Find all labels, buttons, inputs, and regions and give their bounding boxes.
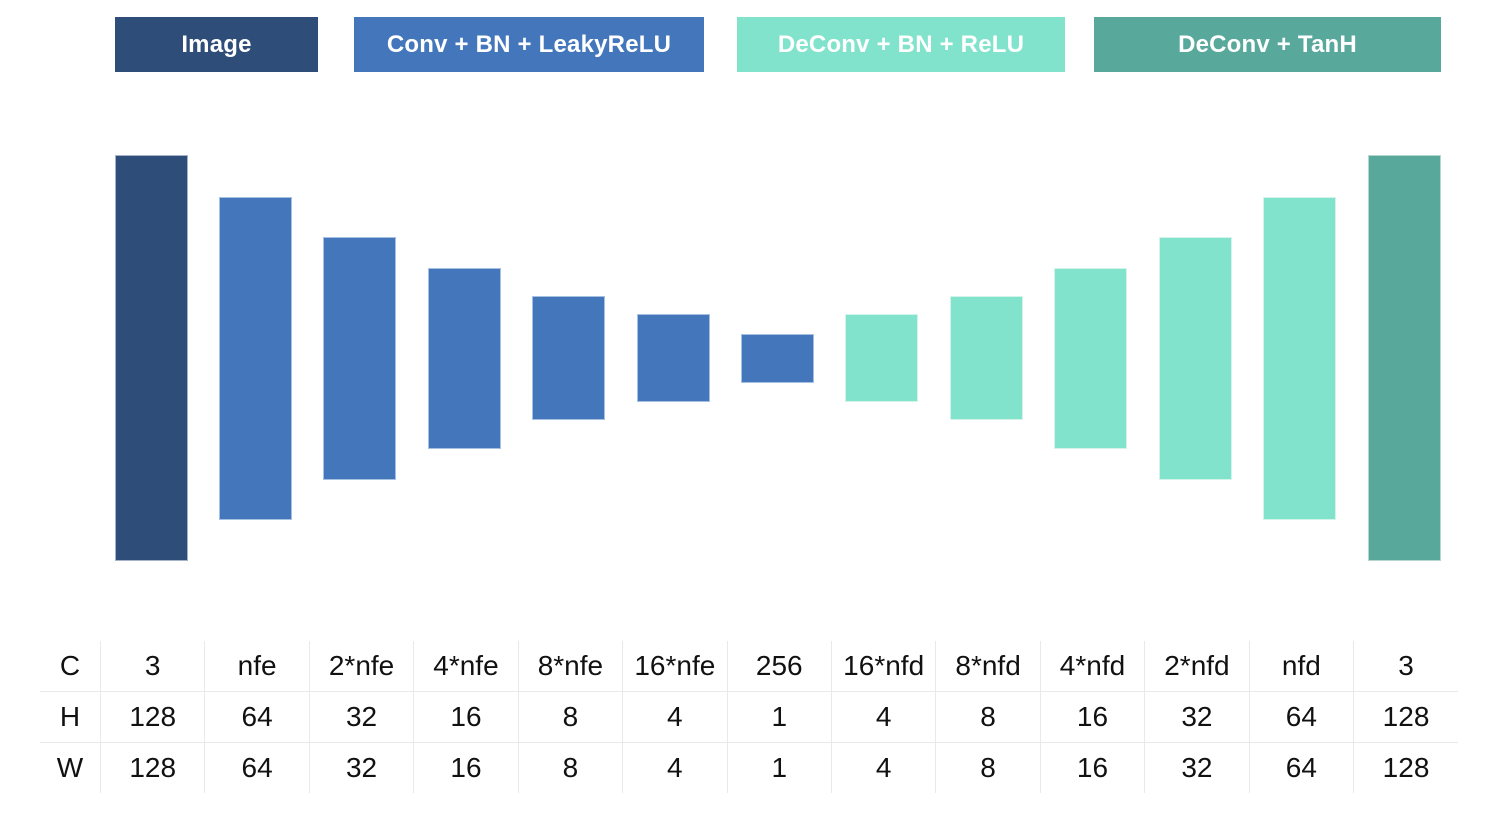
table-cell-h-9: 16 <box>1039 691 1145 743</box>
table-cell-h-8: 8 <box>935 691 1041 743</box>
table-row-h: H 128 64 32 16 8 4 1 4 8 16 32 64 128 <box>40 691 1458 743</box>
layer-bar-9-deconv <box>1054 268 1127 449</box>
table-cell-c-5: 16*nfe <box>622 641 728 692</box>
table-cell-c-10: 2*nfd <box>1144 641 1250 692</box>
layer-bar-1-conv <box>219 197 292 520</box>
legend-item-conv: Conv + BN + LeakyReLU <box>354 17 704 72</box>
layer-bar-7-deconv <box>845 314 918 402</box>
dimensions-table-grid: C 3 nfe 2*nfe 4*nfe 8*nfe 16*nfe 256 16*nfd 8*nfd… <box>40 641 1458 793</box>
table-cell-c-6: 256 <box>726 641 832 692</box>
table-cell-h-4: 8 <box>517 691 623 743</box>
legend-item-label: DeConv + BN + ReLU <box>777 30 1025 58</box>
layer-bar-12-output <box>1368 155 1441 561</box>
table-cell-w-12: 128 <box>1353 742 1458 793</box>
table-cell-w-10: 32 <box>1144 742 1250 793</box>
legend-item-deconv: DeConv + BN + ReLU <box>737 17 1065 72</box>
table-cell-c-4: 8*nfe <box>517 641 623 692</box>
table-cell-w-6: 1 <box>726 742 832 793</box>
table-cell-w-4: 8 <box>517 742 623 793</box>
table-cell-w-5: 4 <box>622 742 728 793</box>
row-label-w: W <box>40 742 101 793</box>
table-cell-w-9: 16 <box>1039 742 1145 793</box>
legend-item-label: Image <box>181 30 252 58</box>
table-cell-c-9: 4*nfd <box>1039 641 1145 692</box>
table-cell-w-8: 8 <box>935 742 1041 793</box>
layer-bar-11-deconv <box>1263 197 1336 520</box>
legend-item-image: Image <box>115 17 318 72</box>
table-cell-w-0: 128 <box>99 742 205 793</box>
table-cell-w-7: 4 <box>830 742 936 793</box>
table-cell-h-3: 16 <box>413 691 519 743</box>
table-cell-w-3: 16 <box>413 742 519 793</box>
table-cell-h-7: 4 <box>830 691 936 743</box>
table-row-w: W 128 64 32 16 8 4 1 4 8 16 32 64 128 <box>40 742 1458 793</box>
layer-bar-5-conv <box>637 314 710 402</box>
layer-bar-0-image <box>115 155 188 561</box>
table-cell-c-8: 8*nfd <box>935 641 1041 692</box>
table-cell-c-11: nfd <box>1248 641 1354 692</box>
table-cell-c-3: 4*nfe <box>413 641 519 692</box>
table-cell-h-6: 1 <box>726 691 832 743</box>
table-cell-h-10: 32 <box>1144 691 1250 743</box>
layer-bar-3-conv <box>428 268 501 449</box>
table-row-c: C 3 nfe 2*nfe 4*nfe 8*nfe 16*nfe 256 16*nfd 8*nfd… <box>40 641 1458 692</box>
table-cell-h-5: 4 <box>622 691 728 743</box>
table-cell-h-2: 32 <box>308 691 414 743</box>
table-cell-c-12: 3 <box>1353 641 1458 692</box>
table-cell-c-0: 3 <box>99 641 205 692</box>
table-cell-h-1: 64 <box>204 691 310 743</box>
table-cell-w-2: 32 <box>308 742 414 793</box>
table-cell-c-7: 16*nfd <box>830 641 936 692</box>
legend-item-label: DeConv + TanH <box>1178 30 1357 58</box>
table-cell-h-0: 128 <box>99 691 205 743</box>
table-cell-c-2: 2*nfe <box>308 641 414 692</box>
table-cell-w-1: 64 <box>204 742 310 793</box>
layer-bar-8-deconv <box>950 296 1023 420</box>
legend-item-output: DeConv + TanH <box>1094 17 1441 72</box>
table-cell-w-11: 64 <box>1248 742 1354 793</box>
table-cell-h-12: 128 <box>1353 691 1458 743</box>
table-cell-h-11: 64 <box>1248 691 1354 743</box>
layer-bar-6-conv <box>741 334 814 383</box>
layer-bar-10-deconv <box>1159 237 1232 480</box>
dimensions-table: C 3 nfe 2*nfe 4*nfe 8*nfe 16*nfe 256 16*nfd 8*nfd… <box>40 641 1458 793</box>
row-label-c: C <box>59 650 81 681</box>
row-label-h: H <box>40 691 101 743</box>
layer-bar-2-conv <box>323 237 396 480</box>
layer-bar-4-conv <box>532 296 605 420</box>
legend-item-label: Conv + BN + LeakyReLU <box>386 30 672 58</box>
table-cell-c-1: nfe <box>204 641 310 692</box>
